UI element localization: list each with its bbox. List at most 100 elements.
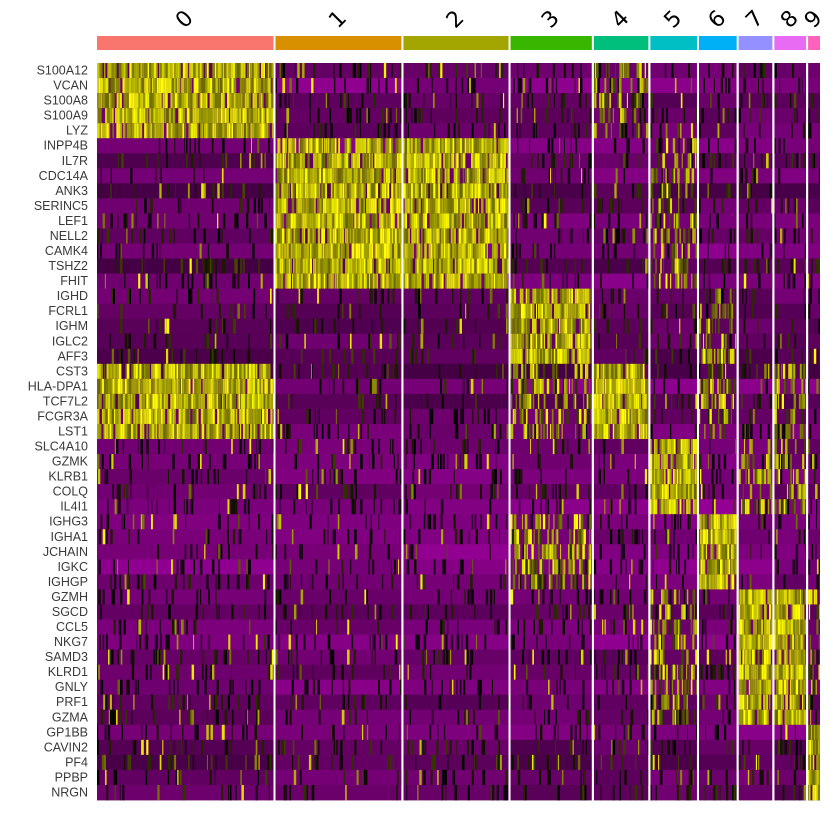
cell-stripe (394, 363, 396, 380)
cell-stripe (327, 93, 330, 109)
cell-stripe (633, 348, 635, 365)
cell-stripe (792, 258, 794, 274)
cell-stripe (162, 93, 164, 109)
cell-stripe (808, 378, 810, 395)
cell-stripe (259, 378, 261, 395)
cell-bg-IL4I1-6 (698, 499, 737, 515)
cell-stripe (190, 499, 194, 515)
cell-stripe (189, 108, 191, 124)
cell-stripe (813, 348, 817, 365)
cell-stripe (327, 228, 330, 244)
cell-stripe (598, 469, 601, 485)
cluster-bar-7 (738, 36, 773, 50)
cell-stripe (98, 93, 101, 109)
cell-stripe (620, 108, 623, 124)
cell-stripe (187, 108, 190, 124)
cell-stripe (493, 273, 496, 290)
cell-stripe (678, 439, 681, 455)
cell-bg-IL4I1-3 (510, 499, 592, 515)
cell-stripe (116, 93, 119, 109)
cell-stripe (683, 273, 685, 290)
cell-stripe (566, 303, 569, 320)
cell-stripe (185, 423, 189, 440)
cell-stripe (172, 93, 174, 109)
cell-stripe (361, 393, 364, 410)
cell-stripe (643, 228, 645, 244)
cell-stripe (478, 273, 481, 290)
cell-stripe (188, 78, 191, 94)
cell-stripe (186, 63, 189, 79)
cell-bg-VCAN-7 (738, 78, 773, 94)
cell-stripe (194, 378, 196, 395)
cell-stripe (679, 333, 682, 350)
cell-stripe (674, 258, 678, 274)
cell-stripe (553, 303, 557, 320)
cell-stripe (671, 499, 674, 515)
cell-stripe (216, 393, 219, 410)
cell-stripe (173, 484, 176, 500)
cell-stripe (645, 348, 649, 365)
cell-stripe (314, 318, 317, 335)
cell-stripe (260, 78, 263, 94)
cell-stripe (651, 484, 654, 500)
cell-stripe (268, 93, 271, 109)
cell-stripe (390, 243, 392, 259)
cell-stripe (667, 469, 670, 485)
cell-stripe (357, 63, 360, 79)
cell-stripe (237, 378, 239, 395)
cell-stripe (558, 318, 561, 335)
cell-stripe (393, 198, 396, 214)
cell-stripe (206, 63, 209, 79)
cell-stripe (645, 123, 649, 139)
cell-stripe (681, 408, 683, 425)
cell-stripe (562, 93, 566, 109)
cell-stripe (617, 228, 620, 244)
cell-stripe (443, 138, 445, 154)
cell-stripe (129, 108, 131, 124)
heatmap-row-TSHZ2 (97, 258, 820, 274)
cell-stripe (126, 378, 128, 395)
cell-stripe (227, 514, 229, 530)
cell-stripe (393, 273, 396, 290)
cell-stripe (808, 439, 810, 455)
cell-stripe (659, 439, 662, 455)
cell-stripe (587, 408, 590, 425)
cell-stripe (537, 303, 539, 320)
cell-stripe (143, 423, 145, 440)
cell-stripe (784, 228, 786, 244)
cell-stripe (461, 228, 463, 244)
cell-stripe (390, 228, 392, 244)
cell-stripe (341, 273, 343, 290)
cell-stripe (521, 348, 523, 365)
cell-stripe (343, 213, 346, 229)
cell-stripe (626, 423, 629, 440)
cell-stripe (225, 423, 228, 440)
cell-stripe (200, 454, 202, 470)
cell-stripe (464, 168, 467, 184)
cell-stripe (151, 363, 154, 380)
heatmap-row-KLRB1 (97, 469, 820, 485)
cell-stripe (429, 228, 432, 244)
cell-stripe (306, 183, 309, 199)
cell-stripe (531, 93, 533, 109)
cell-stripe (389, 153, 392, 169)
cell-stripe (229, 363, 232, 380)
cell-stripe (258, 123, 261, 139)
cell-bg-IGHD-7 (738, 288, 773, 305)
cell-stripe (474, 514, 477, 530)
cell-stripe (420, 183, 423, 199)
cell-stripe (269, 63, 272, 79)
cell-stripe (559, 514, 561, 530)
cell-stripe (97, 243, 99, 259)
cell-stripe (570, 454, 573, 470)
cell-stripe (237, 63, 239, 79)
cell-stripe (136, 378, 139, 395)
cell-stripe (249, 63, 251, 79)
cell-stripe (387, 288, 390, 305)
cell-stripe (583, 228, 585, 244)
heatmap-row-IGHA1 (97, 529, 820, 545)
cell-stripe (181, 78, 183, 94)
cell-stripe (679, 318, 681, 335)
cell-stripe (721, 258, 724, 274)
cell-stripe (265, 78, 267, 94)
